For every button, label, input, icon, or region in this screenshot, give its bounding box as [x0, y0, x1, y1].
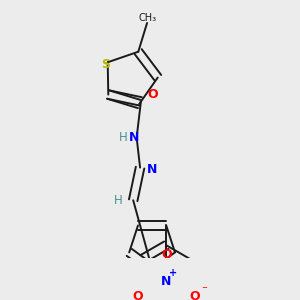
Text: S: S: [101, 58, 110, 71]
Text: O: O: [161, 248, 172, 261]
Text: CH₃: CH₃: [138, 13, 156, 23]
Text: ⁻: ⁻: [201, 285, 207, 295]
Text: N: N: [129, 131, 139, 144]
Text: N: N: [161, 275, 171, 288]
Text: N: N: [147, 163, 157, 176]
Text: H: H: [118, 131, 127, 144]
Text: +: +: [169, 268, 177, 278]
Text: H: H: [114, 194, 123, 207]
Text: O: O: [189, 290, 200, 300]
Text: O: O: [148, 88, 158, 101]
Text: O: O: [133, 290, 143, 300]
